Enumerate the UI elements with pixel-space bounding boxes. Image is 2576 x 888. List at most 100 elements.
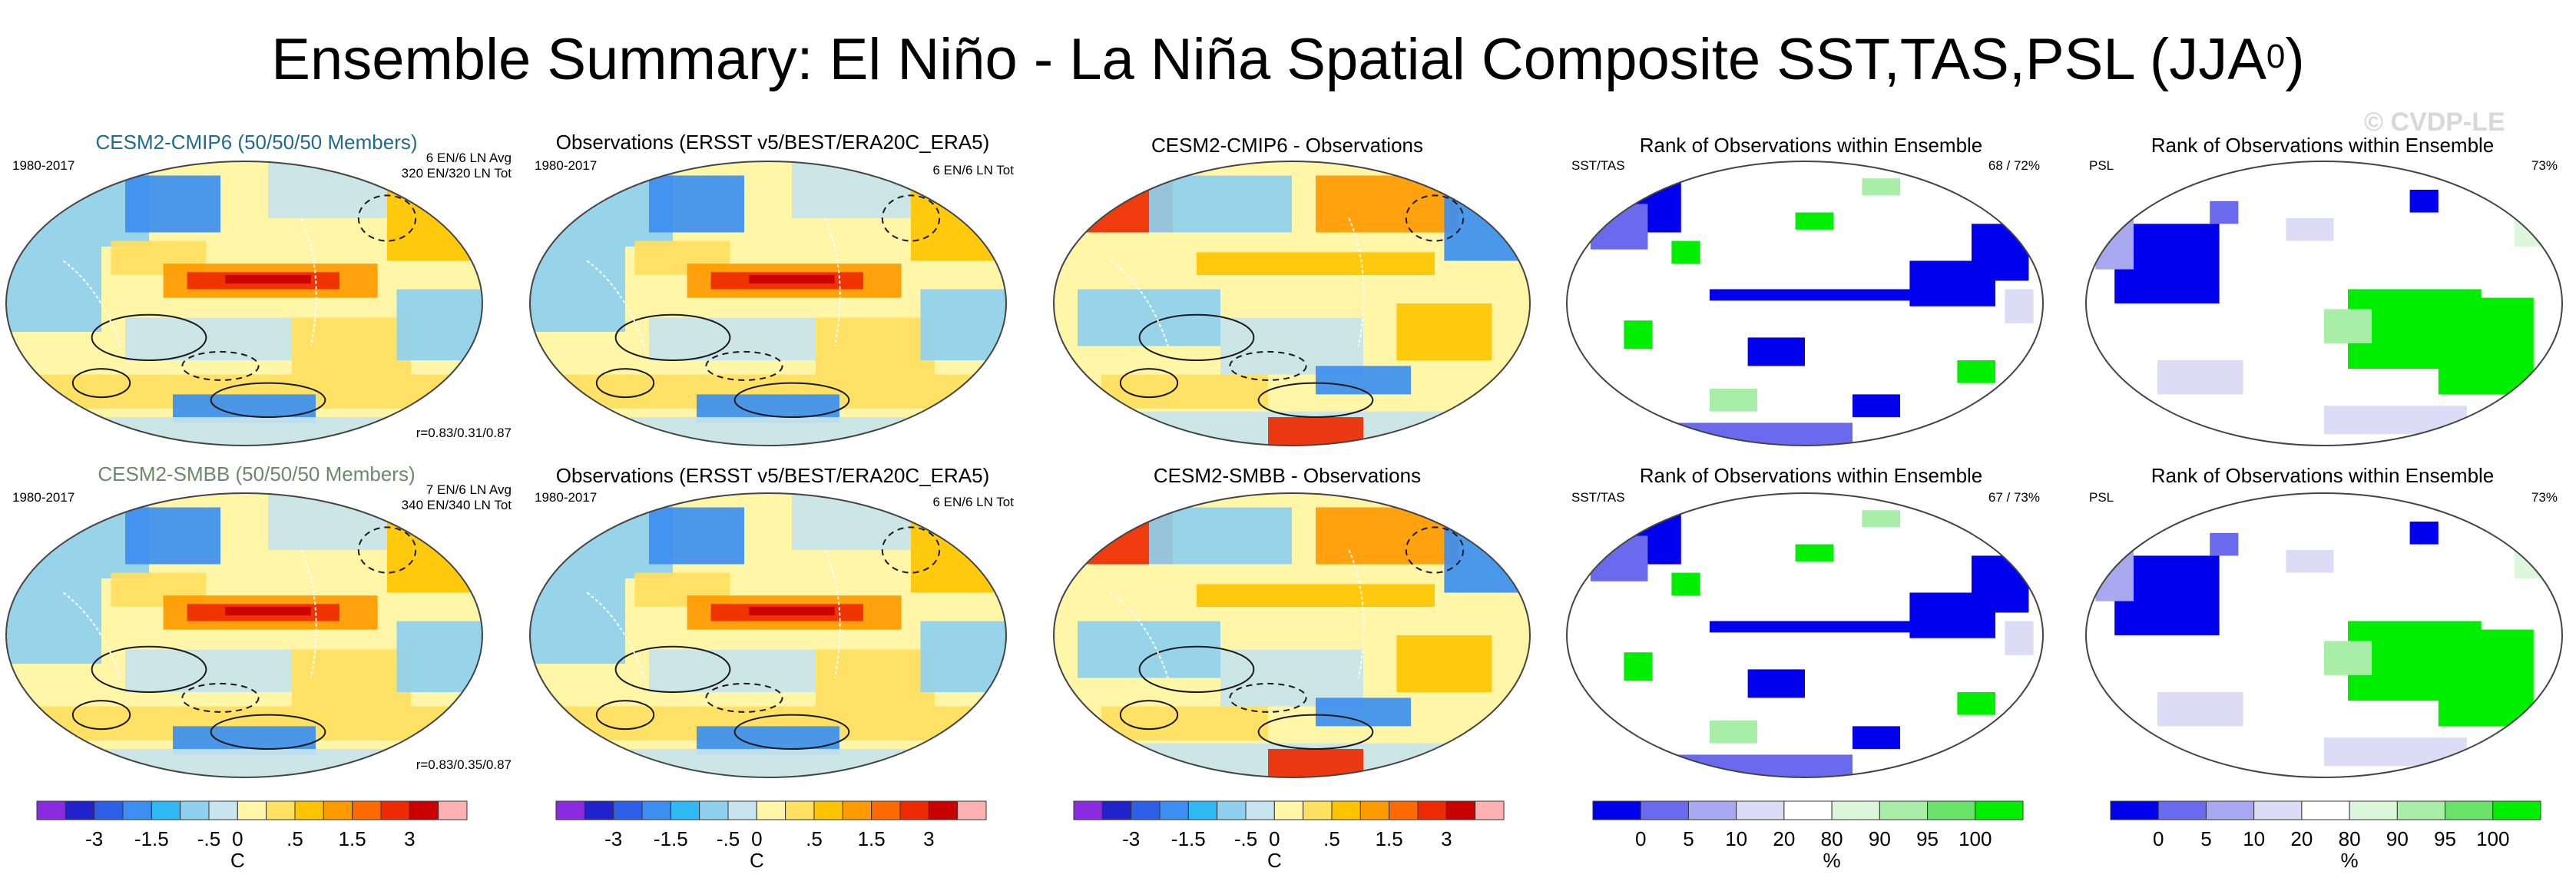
colorbar-c1-tick: .5 xyxy=(286,827,303,850)
panel-corr-r2-c1: r=0.83/0.35/0.87 xyxy=(416,757,512,772)
colorbar-c1-box xyxy=(36,800,66,820)
colorbar-c1-box xyxy=(208,800,238,820)
map-r1-c5 xyxy=(2086,161,2562,446)
panel-left-r1-c1: 1980-2017 xyxy=(12,158,75,173)
colorbar-c5-box xyxy=(2396,800,2446,820)
panel-title-r1-c4: Rank of Observations within Ensemble xyxy=(1639,134,1983,157)
colorbar-c3-box xyxy=(1131,800,1161,820)
colorbar-c5-box xyxy=(2205,800,2255,820)
colorbar-c2-tick: .5 xyxy=(806,827,823,850)
colorbar-c3-box xyxy=(1359,800,1390,820)
panel-left-r2-c2: 1980-2017 xyxy=(535,490,598,505)
map-r2-c2 xyxy=(530,493,1006,777)
colorbar-c2-tick: -3 xyxy=(604,827,622,850)
panel-title-r1-c5: Rank of Observations within Ensemble xyxy=(2151,134,2495,157)
colorbar-c5-tick: 10 xyxy=(2243,827,2265,850)
colorbar-c4-tick: 80 xyxy=(1821,827,1843,850)
panel-corr-r1-c1: r=0.83/0.31/0.87 xyxy=(416,426,512,440)
colorbar-c5-tick: 80 xyxy=(2339,827,2361,850)
panel-title-r2-c4: Rank of Observations within Ensemble xyxy=(1639,464,1983,487)
colorbar-c5-box xyxy=(2301,800,2350,820)
colorbar-c3-box xyxy=(1331,800,1361,820)
colorbar-c5-tick: 5 xyxy=(2200,827,2211,850)
panel-left-r1-c5: PSL xyxy=(2089,158,2114,173)
map-outline-r1-c1 xyxy=(5,161,483,446)
colorbar-c3-box xyxy=(1159,800,1189,820)
colorbar-c1-box xyxy=(237,800,267,820)
colorbar-c2-box xyxy=(613,800,643,820)
colorbar-c4-tick: 20 xyxy=(1773,827,1795,850)
panel-left-r2-c5: PSL xyxy=(2089,490,2114,505)
map-outline-r2-c1 xyxy=(5,492,483,778)
map-outline-r1-c5 xyxy=(2085,161,2563,446)
map-outline-r1-c4 xyxy=(1566,161,2044,446)
panel-title-r1-c2: Observations (ERSST v5/BEST/ERA20C_ERA5) xyxy=(555,131,990,154)
colorbar-c3-label: C xyxy=(1267,849,1282,872)
colorbar-c2-box xyxy=(670,800,700,820)
colorbar-c1-box xyxy=(266,800,296,820)
colorbar-c3-box xyxy=(1417,800,1447,820)
colorbar-c2-box xyxy=(555,800,585,820)
colorbar-c1-box xyxy=(409,800,439,820)
colorbar-c2-box xyxy=(957,800,987,820)
colorbar-c4-box xyxy=(1831,800,1880,820)
colorbar-c3-tick: -3 xyxy=(1122,827,1140,850)
colorbar-c1-box xyxy=(294,800,324,820)
panel-title-r1-c3: CESM2-CMIP6 - Observations xyxy=(1151,134,1423,157)
map-outline-r2-c2 xyxy=(529,492,1007,778)
panel-title-r2-c5: Rank of Observations within Ensemble xyxy=(2151,464,2495,487)
watermark: © CVDP-LE xyxy=(2364,108,2505,137)
map-outline-r2-c4 xyxy=(1566,492,2044,778)
panel-title-r2-c3: CESM2-SMBB - Observations xyxy=(1153,464,1422,487)
colorbar-c3-box xyxy=(1073,800,1103,820)
map-outline-r1-c3 xyxy=(1053,161,1531,446)
colorbar-c3-box xyxy=(1445,800,1476,820)
panel-right1-r1-c1: 6 EN/6 LN Avg xyxy=(425,151,512,165)
title-sup: 0 xyxy=(2266,38,2286,75)
colorbar-c3-tick: 0 xyxy=(1269,827,1280,850)
colorbar-c3-box xyxy=(1217,800,1247,820)
colorbar-c4-box xyxy=(1736,800,1785,820)
panel-left-r1-c4: SST/TAS xyxy=(1571,158,1625,173)
map-r2-c3 xyxy=(1054,493,1530,777)
colorbar-c1-box xyxy=(438,800,468,820)
colorbar-c1-tick: -1.5 xyxy=(134,827,169,850)
colorbar-c1-box xyxy=(323,800,353,820)
colorbar-c2-box xyxy=(813,800,843,820)
map-r2-c4 xyxy=(1567,493,2043,777)
colorbar-c4-tick: 95 xyxy=(1916,827,1939,850)
colorbar-c2-label: C xyxy=(750,849,764,872)
colorbar-c1-tick: -.5 xyxy=(197,827,220,850)
colorbar-c1-box xyxy=(180,800,210,820)
panel-right1-r2-c4: 67 / 73% xyxy=(1988,490,2040,505)
colorbar-c1-tick: 1.5 xyxy=(339,827,366,850)
panel-right1-r1-c2: 6 EN/6 LN Tot xyxy=(932,163,1014,177)
colorbar-c3-box xyxy=(1389,800,1419,820)
colorbar-c4-tick: 10 xyxy=(1725,827,1747,850)
colorbar-c5: 0 5 10 20 80 90 95 100% xyxy=(2110,800,2541,872)
colorbar-c1-tick: 0 xyxy=(232,827,243,850)
colorbar-c1-box xyxy=(352,800,382,820)
colorbar-c3-tick: 1.5 xyxy=(1376,827,1403,850)
panel-left-r2-c1: 1980-2017 xyxy=(12,490,75,505)
colorbar-c5-box xyxy=(2445,800,2494,820)
colorbar-c5-box xyxy=(2492,800,2541,820)
colorbar-c3-tick: .5 xyxy=(1323,827,1340,850)
colorbar-c5-box xyxy=(2349,800,2398,820)
colorbar-c1-tick: 3 xyxy=(404,827,415,850)
colorbar-c2-tick: -1.5 xyxy=(654,827,688,850)
map-r2-c1 xyxy=(6,493,482,777)
colorbar-c1-tick: -3 xyxy=(85,827,103,850)
map-outline-r2-c3 xyxy=(1053,492,1531,778)
colorbar-c2-box xyxy=(928,800,959,820)
colorbar-c4-box xyxy=(1592,800,1641,820)
panel-left-r1-c2: 1980-2017 xyxy=(535,158,598,173)
colorbar-c4-tick: 0 xyxy=(1635,827,1646,850)
colorbar-c4-box xyxy=(1687,800,1737,820)
map-r1-c2 xyxy=(530,161,1006,446)
colorbar-c4-tick: 90 xyxy=(1869,827,1891,850)
title-main: Ensemble Summary: El Niño - La Niña Spat… xyxy=(271,27,2266,92)
colorbar-c4: 0 5 10 20 80 90 95 100% xyxy=(1592,800,2024,872)
panel-title-r2-c2: Observations (ERSST v5/BEST/ERA20C_ERA5) xyxy=(555,464,990,487)
colorbar-c2-tick: -.5 xyxy=(717,827,740,850)
